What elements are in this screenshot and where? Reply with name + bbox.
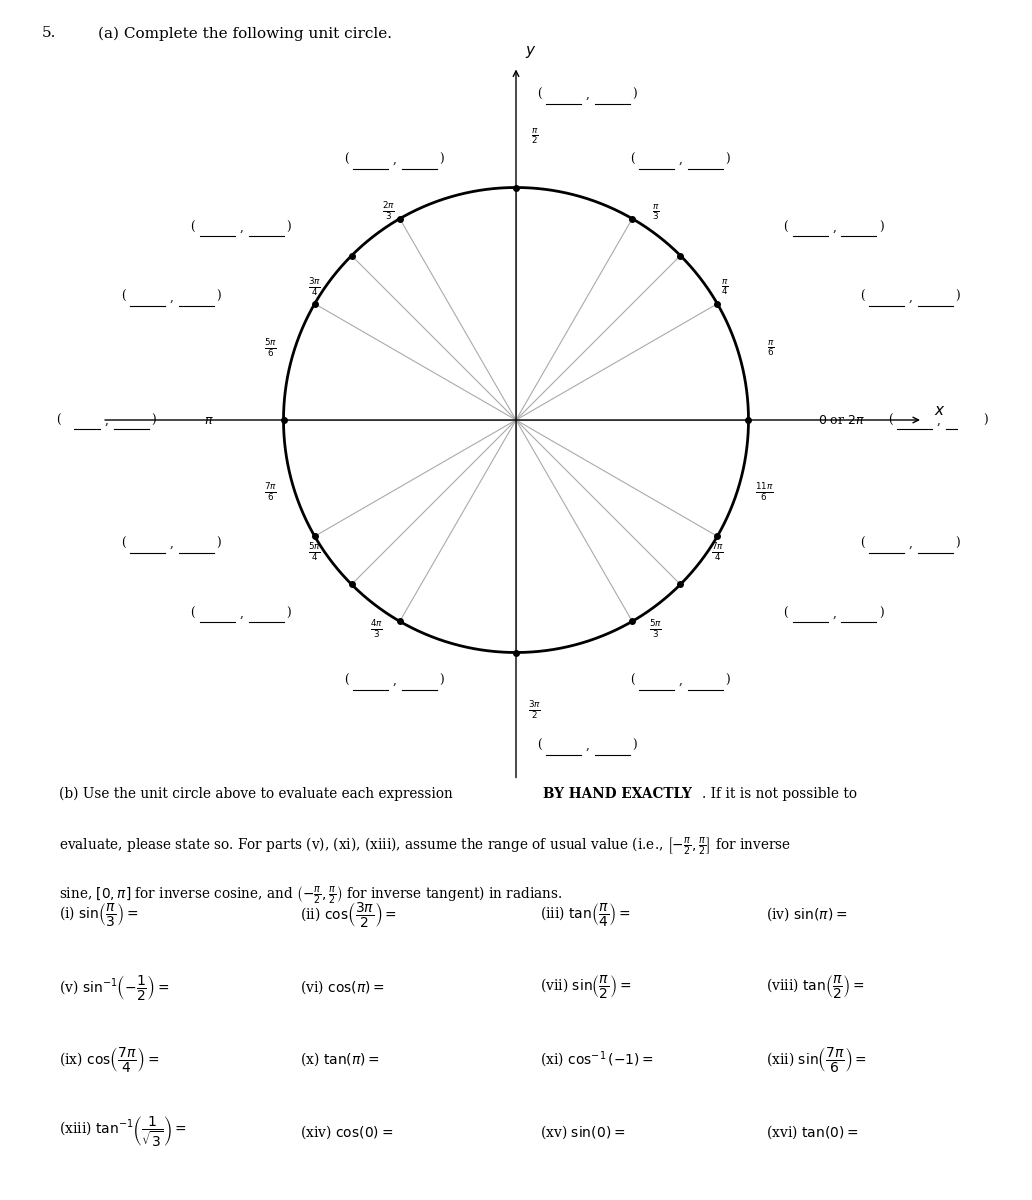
Text: (: ( xyxy=(888,414,893,426)
Text: ,: , xyxy=(909,290,912,304)
Text: ): ) xyxy=(286,606,290,619)
Text: ,: , xyxy=(169,536,173,550)
Text: $\frac{11\pi}{6}$: $\frac{11\pi}{6}$ xyxy=(755,481,774,503)
Text: (b) Use the unit circle above to evaluate each expression: (b) Use the unit circle above to evaluat… xyxy=(59,787,457,802)
Text: ): ) xyxy=(725,154,730,166)
Text: ): ) xyxy=(440,154,444,166)
Text: ,: , xyxy=(679,154,682,166)
Text: (: ( xyxy=(783,606,788,619)
Text: $\pi$: $\pi$ xyxy=(204,414,214,426)
Text: (: ( xyxy=(630,154,635,166)
Text: $\frac{3\pi}{2}$: $\frac{3\pi}{2}$ xyxy=(528,698,541,721)
Text: $\frac{5\pi}{6}$: $\frac{5\pi}{6}$ xyxy=(263,337,277,359)
Text: (: ( xyxy=(191,606,195,619)
Text: $\frac{\pi}{2}$: $\frac{\pi}{2}$ xyxy=(530,126,539,145)
Text: (: ( xyxy=(191,221,195,234)
Text: ): ) xyxy=(633,88,637,101)
Text: ): ) xyxy=(956,536,960,550)
Text: (xii) $\sin\!\left(\dfrac{7\pi}{6}\right) =$: (xii) $\sin\!\left(\dfrac{7\pi}{6}\right… xyxy=(766,1045,867,1074)
Text: ): ) xyxy=(956,290,960,304)
Text: ): ) xyxy=(440,674,444,686)
Text: ,: , xyxy=(169,290,173,304)
Text: (x) $\tan(\pi) =$: (x) $\tan(\pi) =$ xyxy=(300,1050,380,1068)
Text: (xiii) $\tan^{-1}\!\left(\dfrac{1}{\sqrt{3}}\right) =$: (xiii) $\tan^{-1}\!\left(\dfrac{1}{\sqrt… xyxy=(59,1115,187,1148)
Text: (: ( xyxy=(344,154,349,166)
Text: ): ) xyxy=(878,606,883,619)
Text: ,: , xyxy=(586,739,589,752)
Text: (xv) $\sin(0) =$: (xv) $\sin(0) =$ xyxy=(541,1123,625,1141)
Text: ,: , xyxy=(832,606,836,619)
Text: ,: , xyxy=(586,88,589,101)
Text: . If it is not possible to: . If it is not possible to xyxy=(702,787,857,800)
Text: (vii) $\sin\!\left(\dfrac{\pi}{2}\right) =$: (vii) $\sin\!\left(\dfrac{\pi}{2}\right)… xyxy=(541,973,632,1001)
Text: (v) $\sin^{-1}\!\left(-\dfrac{1}{2}\right) =$: (v) $\sin^{-1}\!\left(-\dfrac{1}{2}\righ… xyxy=(59,972,169,1002)
Text: ): ) xyxy=(216,290,221,304)
Text: $\frac{\pi}{6}$: $\frac{\pi}{6}$ xyxy=(767,338,775,358)
Text: ,: , xyxy=(239,606,244,619)
Text: (xi) $\cos^{-1}(-1) =$: (xi) $\cos^{-1}(-1) =$ xyxy=(541,1049,654,1069)
Text: $\frac{\pi}{4}$: $\frac{\pi}{4}$ xyxy=(720,278,729,298)
Text: (i) $\sin\!\left(\dfrac{\pi}{3}\right) =$: (i) $\sin\!\left(\dfrac{\pi}{3}\right) =… xyxy=(59,901,137,928)
Text: (: ( xyxy=(783,221,788,234)
Text: ,: , xyxy=(679,674,682,686)
Text: $0$ or $2\pi$: $0$ or $2\pi$ xyxy=(818,414,865,426)
Text: BY HAND EXACTLY: BY HAND EXACTLY xyxy=(543,787,692,800)
Text: (xiv) $\cos(0) =$: (xiv) $\cos(0) =$ xyxy=(300,1123,393,1141)
Text: (xvi) $\tan(0) =$: (xvi) $\tan(0) =$ xyxy=(766,1123,859,1141)
Text: (vi) $\cos(\pi) =$: (vi) $\cos(\pi) =$ xyxy=(300,978,385,996)
Text: ): ) xyxy=(286,221,290,234)
Text: $\frac{7\pi}{6}$: $\frac{7\pi}{6}$ xyxy=(263,481,277,503)
Text: ,: , xyxy=(239,221,244,234)
Text: ): ) xyxy=(983,414,988,426)
Text: (: ( xyxy=(537,739,542,752)
Text: $\frac{3\pi}{4}$: $\frac{3\pi}{4}$ xyxy=(308,276,321,299)
Text: $\frac{\pi}{3}$: $\frac{\pi}{3}$ xyxy=(652,203,659,222)
Text: ): ) xyxy=(878,221,883,234)
Text: ): ) xyxy=(151,414,156,426)
Text: (ix) $\cos\!\left(\dfrac{7\pi}{4}\right) =$: (ix) $\cos\!\left(\dfrac{7\pi}{4}\right)… xyxy=(59,1045,159,1074)
Text: ,: , xyxy=(104,414,108,426)
Text: $\frac{2\pi}{3}$: $\frac{2\pi}{3}$ xyxy=(382,200,394,222)
Text: (iii) $\tan\!\left(\dfrac{\pi}{4}\right) =$: (iii) $\tan\!\left(\dfrac{\pi}{4}\right)… xyxy=(541,901,632,928)
Text: ,: , xyxy=(393,674,396,686)
Text: sine, $[0, \pi]$ for inverse cosine, and $\left(-\frac{\pi}{2}, \frac{\pi}{2}\ri: sine, $[0, \pi]$ for inverse cosine, and… xyxy=(59,884,562,906)
Text: ,: , xyxy=(832,221,836,234)
Text: ): ) xyxy=(216,536,221,550)
Text: (iv) $\sin(\pi) =$: (iv) $\sin(\pi) =$ xyxy=(766,906,847,924)
Text: (ii) $\cos\!\left(\dfrac{3\pi}{2}\right) =$: (ii) $\cos\!\left(\dfrac{3\pi}{2}\right)… xyxy=(300,900,397,929)
Text: 5.: 5. xyxy=(41,26,56,41)
Text: $x$: $x$ xyxy=(935,403,946,418)
Text: (viii) $\tan\!\left(\dfrac{\pi}{2}\right) =$: (viii) $\tan\!\left(\dfrac{\pi}{2}\right… xyxy=(766,973,865,1001)
Text: $\frac{5\pi}{4}$: $\frac{5\pi}{4}$ xyxy=(308,541,321,564)
Text: (: ( xyxy=(860,536,865,550)
Text: $\frac{4\pi}{3}$: $\frac{4\pi}{3}$ xyxy=(370,618,383,640)
Text: $y$: $y$ xyxy=(525,43,537,60)
Text: evaluate, please state so. For parts (v), (xi), (xiii), assume the range of usua: evaluate, please state so. For parts (v)… xyxy=(59,835,791,857)
Text: $\frac{5\pi}{3}$: $\frac{5\pi}{3}$ xyxy=(649,618,662,640)
Text: ,: , xyxy=(393,154,396,166)
Text: (: ( xyxy=(56,414,60,426)
Text: ,: , xyxy=(937,414,940,426)
Text: (a) Complete the following unit circle.: (a) Complete the following unit circle. xyxy=(98,26,392,41)
Text: ): ) xyxy=(633,739,637,752)
Text: (: ( xyxy=(537,88,542,101)
Text: (: ( xyxy=(860,290,865,304)
Text: ,: , xyxy=(909,536,912,550)
Text: (: ( xyxy=(121,290,125,304)
Text: (: ( xyxy=(121,536,125,550)
Text: $\frac{7\pi}{4}$: $\frac{7\pi}{4}$ xyxy=(711,541,724,564)
Text: ): ) xyxy=(725,674,730,686)
Text: (: ( xyxy=(344,674,349,686)
Text: (: ( xyxy=(630,674,635,686)
